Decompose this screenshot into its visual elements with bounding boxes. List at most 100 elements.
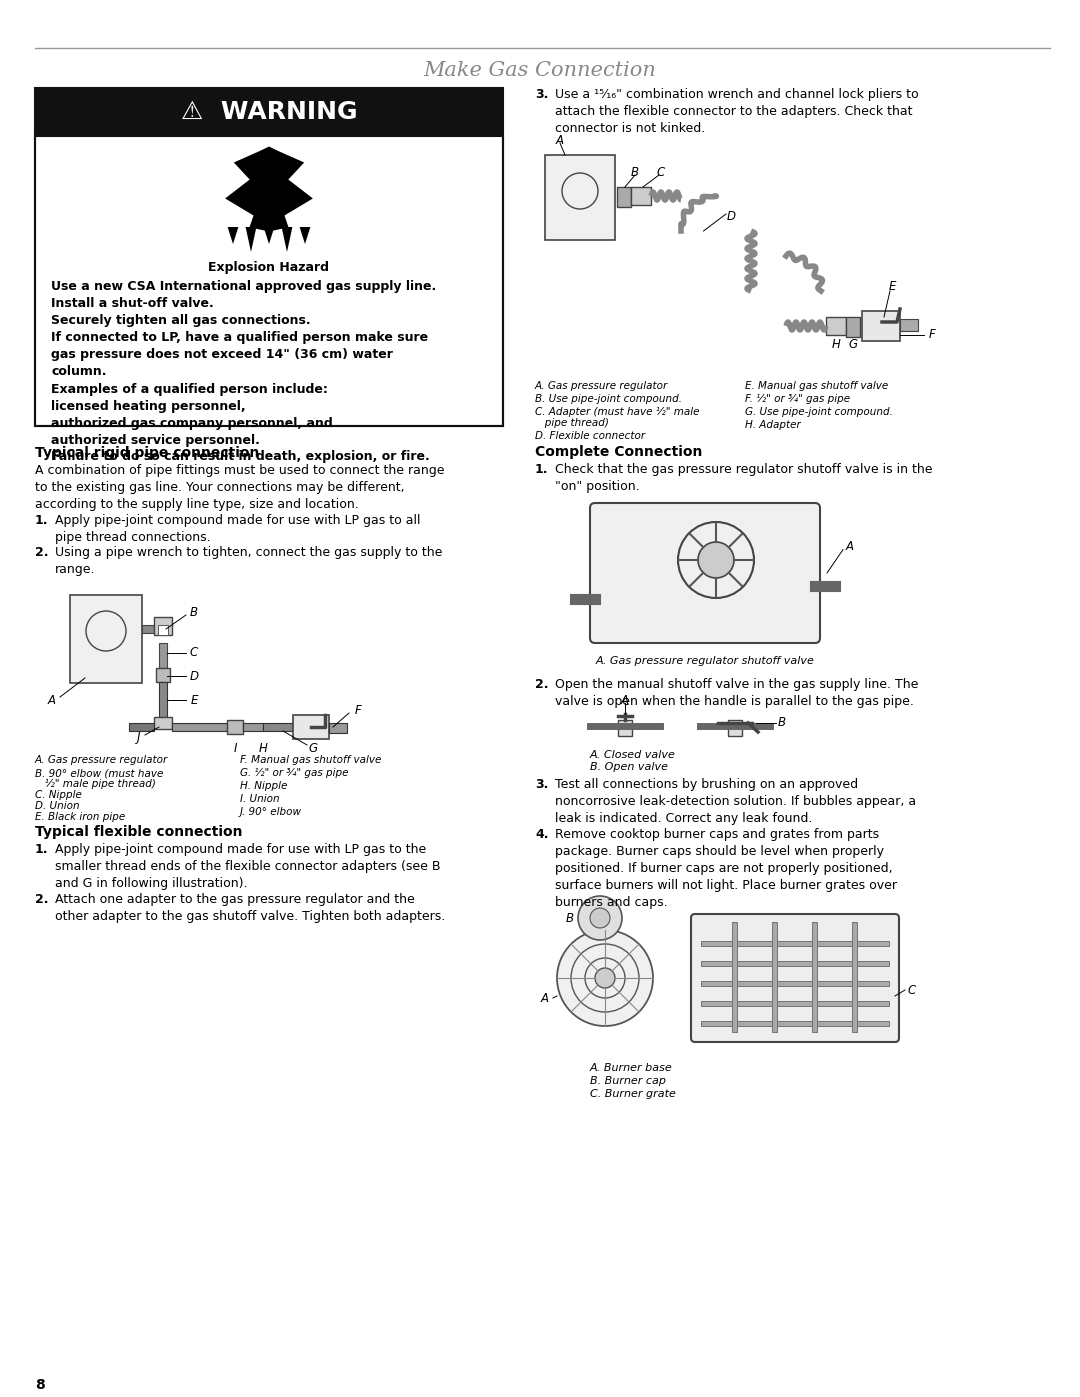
Polygon shape [225,147,313,232]
Text: 8: 8 [35,1377,44,1391]
Text: F: F [354,704,362,718]
Text: 1.: 1. [35,514,49,527]
Bar [35,88,503,136]
Text: D: D [189,669,199,683]
Circle shape [578,895,622,940]
Text: Examples of a qualified person include:: Examples of a qualified person include: [51,383,328,395]
Text: A. Burner base: A. Burner base [590,1063,673,1073]
Text: A: A [846,541,854,553]
Text: Typical rigid pipe connection: Typical rigid pipe connection [35,446,259,460]
Text: G. Use pipe-joint compound.: G. Use pipe-joint compound. [745,407,893,416]
Bar [701,942,889,946]
Circle shape [590,908,610,928]
Text: G. ½" or ¾" gas pipe: G. ½" or ¾" gas pipe [240,768,349,778]
Text: D. Flexible connector: D. Flexible connector [535,432,645,441]
Text: H. Adapter: H. Adapter [745,420,800,430]
Text: A: A [556,134,564,147]
Bar [227,719,243,733]
FancyBboxPatch shape [590,503,820,643]
Bar [728,719,742,736]
Bar [701,1002,889,1006]
Text: A: A [541,992,549,1004]
Bar [156,668,170,682]
Bar [862,312,900,341]
Bar [159,643,167,668]
Text: Complete Connection: Complete Connection [535,446,702,460]
Bar [846,317,860,337]
Circle shape [698,542,734,578]
Text: C. Adapter (must have ½" male: C. Adapter (must have ½" male [535,407,700,418]
Text: J: J [137,731,140,743]
Circle shape [595,968,615,988]
FancyBboxPatch shape [691,914,899,1042]
Bar [701,981,889,986]
Polygon shape [264,226,274,244]
Polygon shape [245,226,256,251]
Text: Explosion Hazard: Explosion Hazard [208,261,329,274]
Text: 2.: 2. [35,893,49,907]
Text: Typical flexible connection: Typical flexible connection [35,826,243,840]
Bar [826,317,846,335]
Text: G: G [309,742,318,754]
Bar [293,715,329,739]
Bar [631,187,651,205]
Text: 1.: 1. [535,462,549,476]
Text: A: A [48,694,56,707]
Text: B. Use pipe-joint compound.: B. Use pipe-joint compound. [535,394,681,404]
Text: Using a pipe wrench to tighten, connect the gas supply to the
range.: Using a pipe wrench to tighten, connect … [55,546,443,576]
Text: B. Burner cap: B. Burner cap [590,1076,666,1085]
Text: A. Gas pressure regulator: A. Gas pressure regulator [35,754,168,766]
Text: I. Union: I. Union [240,793,280,805]
Bar [618,719,632,736]
Text: 2.: 2. [535,678,549,692]
Text: B: B [566,911,573,925]
Bar [35,88,503,426]
Text: 3.: 3. [535,778,549,791]
Text: A. Gas pressure regulator shutoff valve: A. Gas pressure regulator shutoff valve [595,657,814,666]
Text: Securely tighten all gas connections.: Securely tighten all gas connections. [51,314,311,327]
Text: B: B [778,717,786,729]
Text: licensed heating personnel,
authorized gas company personnel, and
authorized ser: licensed heating personnel, authorized g… [51,400,333,447]
Text: E. Manual gas shutoff valve: E. Manual gas shutoff valve [745,381,888,391]
Text: Check that the gas pressure regulator shutoff valve is in the
"on" position.: Check that the gas pressure regulator sh… [555,462,932,493]
Text: 2.: 2. [35,546,49,559]
Bar [243,724,264,731]
Bar [732,922,737,1032]
Bar [545,155,615,240]
Text: Use a ¹⁵⁄₁₆" combination wrench and channel lock pliers to
attach the flexible c: Use a ¹⁵⁄₁₆" combination wrench and chan… [555,88,919,136]
Text: F. Manual gas shutoff valve: F. Manual gas shutoff valve [240,754,381,766]
Bar [772,922,777,1032]
Bar [701,1021,889,1025]
Text: B: B [190,606,198,619]
Bar [70,595,141,683]
Bar [264,724,293,731]
Bar [154,717,172,729]
Text: Remove cooktop burner caps and grates from parts
package. Burner caps should be : Remove cooktop burner caps and grates fr… [555,828,897,909]
Text: ⚠  WARNING: ⚠ WARNING [180,101,357,124]
Bar [129,724,154,731]
Polygon shape [299,226,310,244]
Text: Make Gas Connection: Make Gas Connection [423,60,657,80]
Text: Open the manual shutoff valve in the gas supply line. The
valve is open when the: Open the manual shutoff valve in the gas… [555,678,918,708]
Text: Attach one adapter to the gas pressure regulator and the
other adapter to the ga: Attach one adapter to the gas pressure r… [55,893,445,923]
Text: ½" male pipe thread): ½" male pipe thread) [35,780,156,789]
Text: J. 90° elbow: J. 90° elbow [240,807,302,817]
Text: B. Open valve: B. Open valve [590,761,669,773]
Bar [141,624,154,633]
Bar [35,136,503,426]
Text: 4.: 4. [535,828,549,841]
Bar [158,624,168,636]
Text: C. Burner grate: C. Burner grate [590,1090,676,1099]
Bar [159,682,167,717]
Text: Install a shut-off valve.: Install a shut-off valve. [51,298,214,310]
Text: A. Gas pressure regulator: A. Gas pressure regulator [535,381,669,391]
Text: Apply pipe-joint compound made for use with LP gas to the
smaller thread ends of: Apply pipe-joint compound made for use w… [55,842,441,890]
Text: C: C [907,983,915,996]
Text: I: I [233,742,237,754]
Text: C: C [657,165,665,179]
Text: Failure to do so can result in death, explosion, or fire.: Failure to do so can result in death, ex… [51,450,430,462]
Text: F: F [929,328,935,341]
Bar [172,724,227,731]
Text: 3.: 3. [535,88,549,101]
Bar [701,961,889,965]
